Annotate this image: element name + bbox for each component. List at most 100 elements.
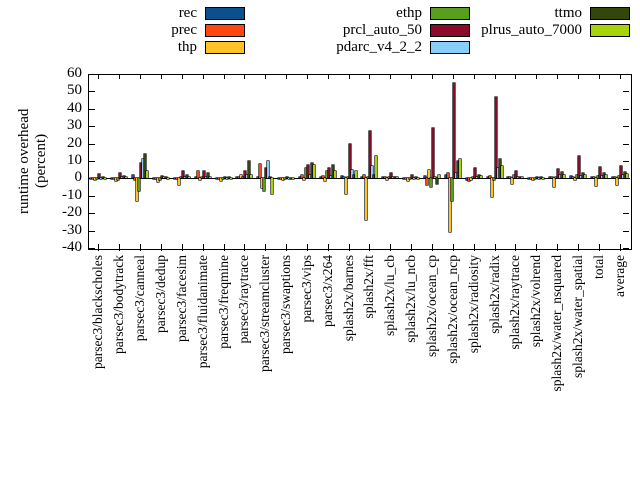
x-category-label: parsec3/freqmine (215, 255, 231, 349)
x-category-label: parsec3/vips (298, 255, 314, 323)
y-tick (623, 161, 629, 162)
bar-ethp (555, 176, 557, 179)
bar-ethp (242, 176, 245, 179)
bar-rec (590, 177, 593, 179)
legend-label-plrus_auto_7000: plrus_auto_7000 (481, 22, 582, 38)
bar-rec (403, 178, 406, 180)
x-tick (536, 75, 538, 79)
bar-rec (278, 178, 280, 180)
bar-prec (134, 178, 137, 181)
bar-ethp (263, 178, 266, 192)
bar-rec (549, 177, 551, 179)
bar-ttmo (144, 154, 147, 179)
bar-thp (302, 178, 305, 181)
y-tick (623, 213, 629, 215)
legend-label-ethp: ethp (396, 5, 422, 21)
x-category-label: parsec3/dedup (153, 255, 168, 333)
bar-pdarc_v4_2_2 (204, 177, 207, 179)
bar-rec (528, 178, 531, 180)
bar-prec (467, 178, 470, 181)
bar-rec (424, 175, 426, 179)
bar-prec (217, 178, 220, 180)
legend-swatch-ethp (430, 6, 470, 20)
legend-label-prec: prec (171, 22, 197, 38)
bar-prcl_auto_50 (598, 167, 601, 179)
y-tick-label: 60 (67, 65, 82, 81)
bar-rec (153, 178, 155, 180)
bar-pdarc_v4_2_2 (413, 178, 416, 180)
x-tick (577, 244, 579, 251)
bar-thp (344, 178, 347, 195)
bar-prcl_auto_50 (369, 131, 372, 179)
bar-ttmo (602, 173, 605, 179)
bar-thp (532, 178, 535, 181)
bar-rec (486, 176, 489, 179)
x-category-label: splash2x/ocean_ncp (444, 255, 460, 364)
bar-ethp (575, 174, 578, 179)
bar-plrus_auto_7000 (146, 171, 149, 179)
bar-plrus_auto_7000 (396, 177, 399, 179)
x-tick (181, 75, 183, 79)
x-tick (265, 75, 267, 79)
bar-rec (569, 175, 572, 179)
bar-prcl_auto_50 (181, 171, 184, 179)
bar-ttmo (581, 173, 584, 179)
y-tick (89, 143, 95, 145)
x-tick (390, 75, 392, 79)
bar-ttmo (540, 177, 543, 179)
x-tick (619, 75, 621, 79)
y-tick-label: 0 (74, 169, 83, 186)
bar-prec (113, 178, 116, 180)
plot-area (88, 74, 632, 250)
bar-ttmo (185, 174, 188, 179)
bar-rec (382, 177, 385, 179)
bar-ethp (304, 168, 307, 179)
bar-thp (261, 178, 264, 188)
bar-ttmo (331, 164, 334, 179)
bar-ttmo (519, 176, 522, 179)
bar-plrus_auto_7000 (500, 166, 503, 179)
bar-ttmo (436, 178, 438, 184)
y-tick-label: 10 (67, 152, 82, 168)
bar-plrus_auto_7000 (521, 177, 524, 179)
bar-ethp (617, 175, 620, 179)
x-tick (494, 244, 496, 251)
bar-prcl_auto_50 (473, 168, 476, 179)
legend-entry-rec: rec (179, 6, 245, 21)
x-tick (432, 244, 433, 251)
bar-ethp (200, 177, 203, 179)
bar-prec (488, 175, 491, 179)
x-tick (557, 244, 558, 251)
bar-thp (573, 178, 576, 181)
x-tick (577, 75, 579, 79)
bar-ethp (534, 178, 537, 180)
x-tick (348, 75, 350, 79)
bar-prec (446, 173, 449, 179)
bar-ethp (430, 178, 432, 188)
bar-thp (365, 178, 368, 221)
bar-pdarc_v4_2_2 (496, 168, 499, 179)
bar-prec (592, 176, 595, 179)
bar-ttmo (561, 172, 563, 179)
bar-thp (157, 178, 159, 182)
x-category-label: parsec3/canneal (132, 255, 148, 342)
bar-prec (92, 178, 95, 180)
x-category-label: parsec3/raytrace (236, 255, 252, 344)
bar-prcl_auto_50 (119, 173, 122, 179)
bar-prcl_auto_50 (536, 176, 539, 179)
bar-rec (111, 178, 114, 180)
bar-prec (342, 176, 345, 179)
bar-ethp (492, 178, 495, 181)
y-tick (623, 74, 629, 75)
legend-swatch-ttmo (590, 6, 630, 20)
y-tick (623, 91, 629, 93)
bar-pdarc_v4_2_2 (121, 176, 124, 179)
y-tick-label: 20 (67, 134, 82, 151)
x-tick (244, 244, 246, 251)
bar-plrus_auto_7000 (292, 178, 294, 180)
x-tick (244, 75, 246, 79)
bar-prcl_auto_50 (140, 162, 143, 179)
y-tick (89, 230, 95, 232)
y-tick (623, 248, 629, 249)
bar-prcl_auto_50 (432, 127, 434, 179)
